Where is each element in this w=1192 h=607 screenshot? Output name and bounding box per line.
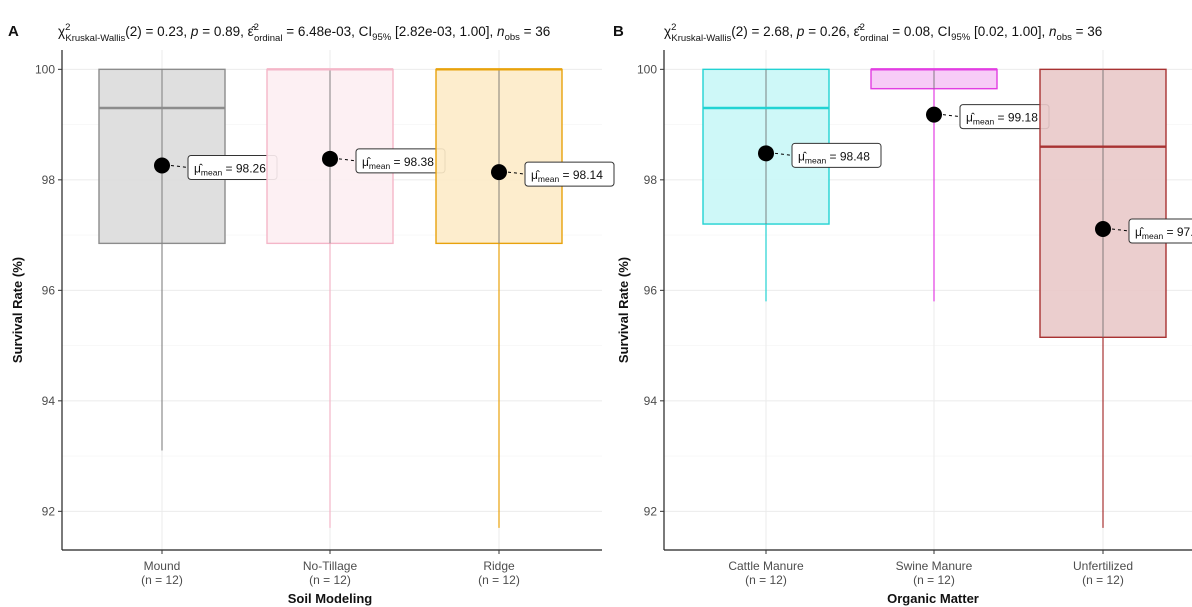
panel-b-x-tick-label: Swine Manure: [896, 559, 973, 573]
panel-b-box-unfertilized: μ̂mean = 97.11: [1039, 68, 1192, 528]
panel-b-y-tick-label: 92: [644, 504, 658, 518]
panel-a-x-tick-n-label: (n = 12): [141, 573, 183, 587]
panel-a-y-tick-label: 96: [42, 283, 56, 297]
panel-a-y-axis-title: Survival Rate (%): [10, 257, 25, 363]
panel-b-y-tick-label: 100: [637, 62, 657, 76]
mean-label: μ̂mean = 98.48: [791, 142, 882, 168]
panel-a-letter: A: [8, 23, 19, 40]
mean-point: [758, 145, 774, 162]
panel-b-y-axis-title: Survival Rate (%): [616, 257, 631, 363]
mean-leader: [942, 114, 961, 118]
panel-b-y-tick-label: 98: [644, 173, 658, 187]
panel-a-x-tick-label: No-Tillage: [303, 559, 358, 573]
panel-a-x-tick-label: Mound: [144, 559, 181, 573]
panel-b-x-tick-label: Cattle Manure: [728, 559, 804, 573]
mean-label: μ̂mean = 99.18: [959, 104, 1050, 130]
panel-b-y-tick-label: 94: [644, 394, 658, 408]
mean-label-box: [1128, 218, 1192, 244]
panel-a-box-no-tillage: μ̂mean = 98.38: [266, 68, 446, 528]
mean-label-text: μ̂mean = 98.26: [194, 161, 266, 177]
panel-b: B χ2 Kruskal-Wallis(2) = 2.68, p = 0.26, …: [613, 22, 1192, 606]
mean-label-box: [524, 161, 615, 187]
mean-label-text: μ̂mean = 98.38: [362, 155, 434, 171]
mean-label: μ̂mean = 98.38: [355, 148, 446, 174]
panel-a-x-axis-title: Soil Modeling: [288, 591, 373, 606]
panel-a-y-tick-label: 100: [35, 62, 55, 76]
panel-b-y-tick-label: 96: [644, 283, 658, 297]
mean-label-box: [791, 142, 882, 168]
panel-b-letter: B: [613, 23, 624, 40]
mean-label-text: μ̂mean = 97.11: [1135, 225, 1192, 241]
mean-label: μ̂mean = 98.26: [187, 154, 278, 180]
panel-a-x-tick-label: Ridge: [483, 559, 515, 573]
mean-point: [154, 157, 170, 174]
mean-label-text: μ̂mean = 99.18: [966, 111, 1038, 127]
mean-label-text: μ̂mean = 98.14: [531, 168, 603, 184]
panel-a-box-mound: μ̂mean = 98.26: [98, 68, 278, 451]
mean-leader: [774, 152, 793, 156]
mean-leader: [170, 164, 189, 168]
panel-a-subtitle: χ2 Kruskal-Wallis(2) = 0.23, p = 0.89, ε̂…: [58, 22, 550, 44]
mean-leader: [1111, 228, 1130, 232]
panel-b-x-tick-n-label: (n = 12): [913, 573, 955, 587]
mean-point: [1095, 221, 1111, 238]
mean-label: μ̂mean = 98.14: [524, 161, 615, 187]
panel-b-x-tick-n-label: (n = 12): [1082, 573, 1124, 587]
panel-b-subtitle: χ2 Kruskal-Wallis(2) = 2.68, p = 0.26, ε̂…: [664, 22, 1102, 44]
panel-b-box-swine-manure: μ̂mean = 99.18: [870, 68, 1050, 302]
panel-a-y-tick-label: 94: [42, 394, 56, 408]
panel-a-x-tick-n-label: (n = 12): [478, 573, 520, 587]
panel-a-y-tick-label: 98: [42, 173, 56, 187]
panel-b-x-tick-n-label: (n = 12): [745, 573, 787, 587]
mean-label: μ̂mean = 97.11: [1128, 218, 1192, 244]
panel-a-y-tick-label: 92: [42, 504, 56, 518]
panel-b-x-tick-label: Unfertilized: [1073, 559, 1133, 573]
panel-a: A χ2 Kruskal-Wallis(2) = 0.23, p = 0.89, …: [8, 22, 615, 606]
mean-leader: [507, 171, 526, 175]
panel-b-x-axis-title: Organic Matter: [887, 591, 979, 606]
panel-a-box-ridge: μ̂mean = 98.14: [435, 68, 615, 528]
mean-point: [322, 150, 338, 167]
panel-b-box-cattle-manure: μ̂mean = 98.48: [702, 68, 882, 302]
mean-leader: [338, 158, 357, 162]
mean-label-text: μ̂mean = 98.48: [798, 149, 870, 165]
mean-point: [491, 164, 507, 181]
mean-point: [926, 106, 942, 123]
panel-a-x-tick-n-label: (n = 12): [309, 573, 351, 587]
